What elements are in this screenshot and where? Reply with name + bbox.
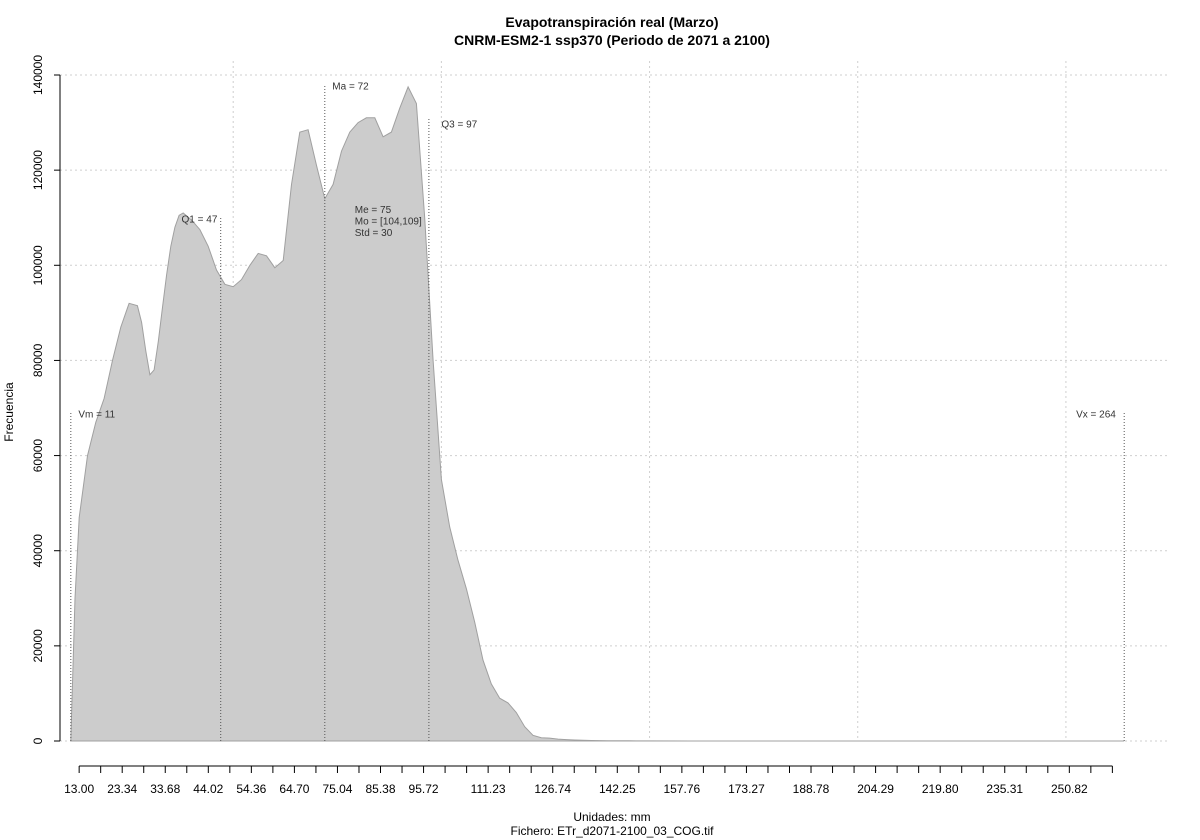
stats-line: Me = 75 (355, 205, 392, 216)
stats-line: Std = 30 (355, 228, 393, 239)
x-tick-label: 23.34 (107, 782, 137, 796)
x-tick-label: 95.72 (409, 782, 439, 796)
density-area (70, 85, 1125, 742)
chart-title: Evapotranspiración real (Marzo) (505, 14, 718, 30)
y-axis-title: Frecuencia (2, 382, 16, 442)
x-tick-label: 126.74 (534, 782, 571, 796)
marker-label-q3: Q3 = 97 (441, 119, 477, 130)
y-tick-label: 120000 (31, 150, 45, 190)
x-tick-label: 157.76 (664, 782, 701, 796)
annotation-layer: Vm = 11 Q1 = 47 Ma = 72 Q3 = 97 Vx = 264 Me =… (70, 81, 1125, 741)
x-tick-label: 44.02 (193, 782, 223, 796)
x-tick-label: 33.68 (150, 782, 180, 796)
x-tick-label: 250.82 (1051, 782, 1088, 796)
y-tick-label: 60000 (31, 439, 45, 473)
chart-caption: Fichero: ETr_d2071-2100_03_COG.tif (511, 824, 715, 838)
marker-label-q1: Q1 = 47 (182, 214, 218, 225)
x-axis-title: Unidades: mm (573, 810, 650, 824)
x-tick-label: 13.00 (64, 782, 94, 796)
marker-label-vm: Vm = 11 (78, 410, 115, 421)
x-tick-label: 75.04 (322, 782, 352, 796)
x-tick-label: 235.31 (986, 782, 1023, 796)
y-tick-label: 20000 (31, 629, 45, 663)
y-tick-label: 140000 (31, 55, 45, 95)
x-tick-label: 173.27 (728, 782, 765, 796)
x-tick-label: 219.80 (922, 782, 959, 796)
y-tick-label: 100000 (31, 245, 45, 285)
x-tick-label: 142.25 (599, 782, 636, 796)
x-tick-label: 85.38 (365, 782, 395, 796)
chart-subtitle: CNRM-ESM2-1 ssp370 (Periodo de 2071 a 21… (454, 32, 770, 48)
stats-line: Mo = [104,109] (355, 216, 422, 227)
y-tick-label: 40000 (31, 534, 45, 568)
marker-label-ma: Ma = 72 (332, 81, 369, 92)
x-tick-label: 111.23 (471, 782, 506, 796)
area-layer (70, 85, 1125, 742)
x-tick-label: 64.70 (279, 782, 309, 796)
y-tick-label: 80000 (31, 343, 45, 377)
x-axis: 13.00 23.34 33.68 44.02 54.36 64.70 75.04 85.38… (64, 765, 1113, 796)
y-axis: 0 20000 40000 60000 80000 100000 120000 140000 (31, 55, 61, 744)
x-tick-label: 204.29 (857, 782, 894, 796)
x-tick-label: 54.36 (236, 782, 266, 796)
x-tick-label: 188.78 (793, 782, 830, 796)
marker-label-vx: Vx = 264 (1076, 410, 1116, 421)
y-tick-label: 0 (31, 737, 45, 744)
